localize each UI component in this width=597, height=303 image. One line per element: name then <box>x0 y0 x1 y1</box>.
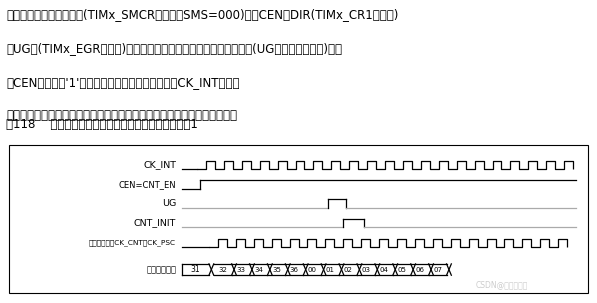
Text: 35: 35 <box>272 267 281 273</box>
Text: UG: UG <box>162 199 176 208</box>
Text: 和UG位(TIMx_EGR寄存器)是事实上的控制位，并且只能被软件修改(UG位仍被自动清除)。只: 和UG位(TIMx_EGR寄存器)是事实上的控制位，并且只能被软件修改(UG位仍… <box>6 42 342 55</box>
Text: CK_INT: CK_INT <box>143 161 176 169</box>
Text: CSDN@李小阳先森: CSDN@李小阳先森 <box>475 280 528 289</box>
Text: 32: 32 <box>219 267 227 273</box>
Text: 04: 04 <box>380 267 388 273</box>
Text: 要CEN位被写成'1'，预分频器的时钟就由内部时钟CK_INT提供。: 要CEN位被写成'1'，预分频器的时钟就由内部时钟CK_INT提供。 <box>6 76 239 89</box>
Text: 计数器时钟＝CK_CNT＝CK_PSC: 计数器时钟＝CK_CNT＝CK_PSC <box>89 240 176 246</box>
Text: 计数器寄存器: 计数器寄存器 <box>146 265 176 274</box>
Text: 00: 00 <box>307 267 317 273</box>
Text: CEN=CNT_EN: CEN=CNT_EN <box>118 180 176 189</box>
Text: 33: 33 <box>236 267 245 273</box>
Text: 34: 34 <box>254 267 263 273</box>
Text: 02: 02 <box>344 267 352 273</box>
Text: 01: 01 <box>325 267 335 273</box>
Text: 图118    一般模式下的控制电路，内部时钟分频因子为1: 图118 一般模式下的控制电路，内部时钟分频因子为1 <box>6 118 198 131</box>
Text: 36: 36 <box>290 267 299 273</box>
Text: 06: 06 <box>415 267 424 273</box>
Text: 07: 07 <box>433 267 442 273</box>
Text: 03: 03 <box>361 267 371 273</box>
Text: 05: 05 <box>398 267 406 273</box>
Text: 31: 31 <box>190 265 201 274</box>
Text: 如果禁止了从模式控制器(TIMx_SMCR寄存器的SMS=000)，则CEN、DIR(TIMx_CR1寄存器): 如果禁止了从模式控制器(TIMx_SMCR寄存器的SMS=000)，则CEN、D… <box>6 8 398 22</box>
Text: CNT_INIT: CNT_INIT <box>134 218 176 227</box>
Text: 下图显示了控制电路和向上计数器在一般模式下，不带预分频器时的操作。: 下图显示了控制电路和向上计数器在一般模式下，不带预分频器时的操作。 <box>6 109 237 122</box>
